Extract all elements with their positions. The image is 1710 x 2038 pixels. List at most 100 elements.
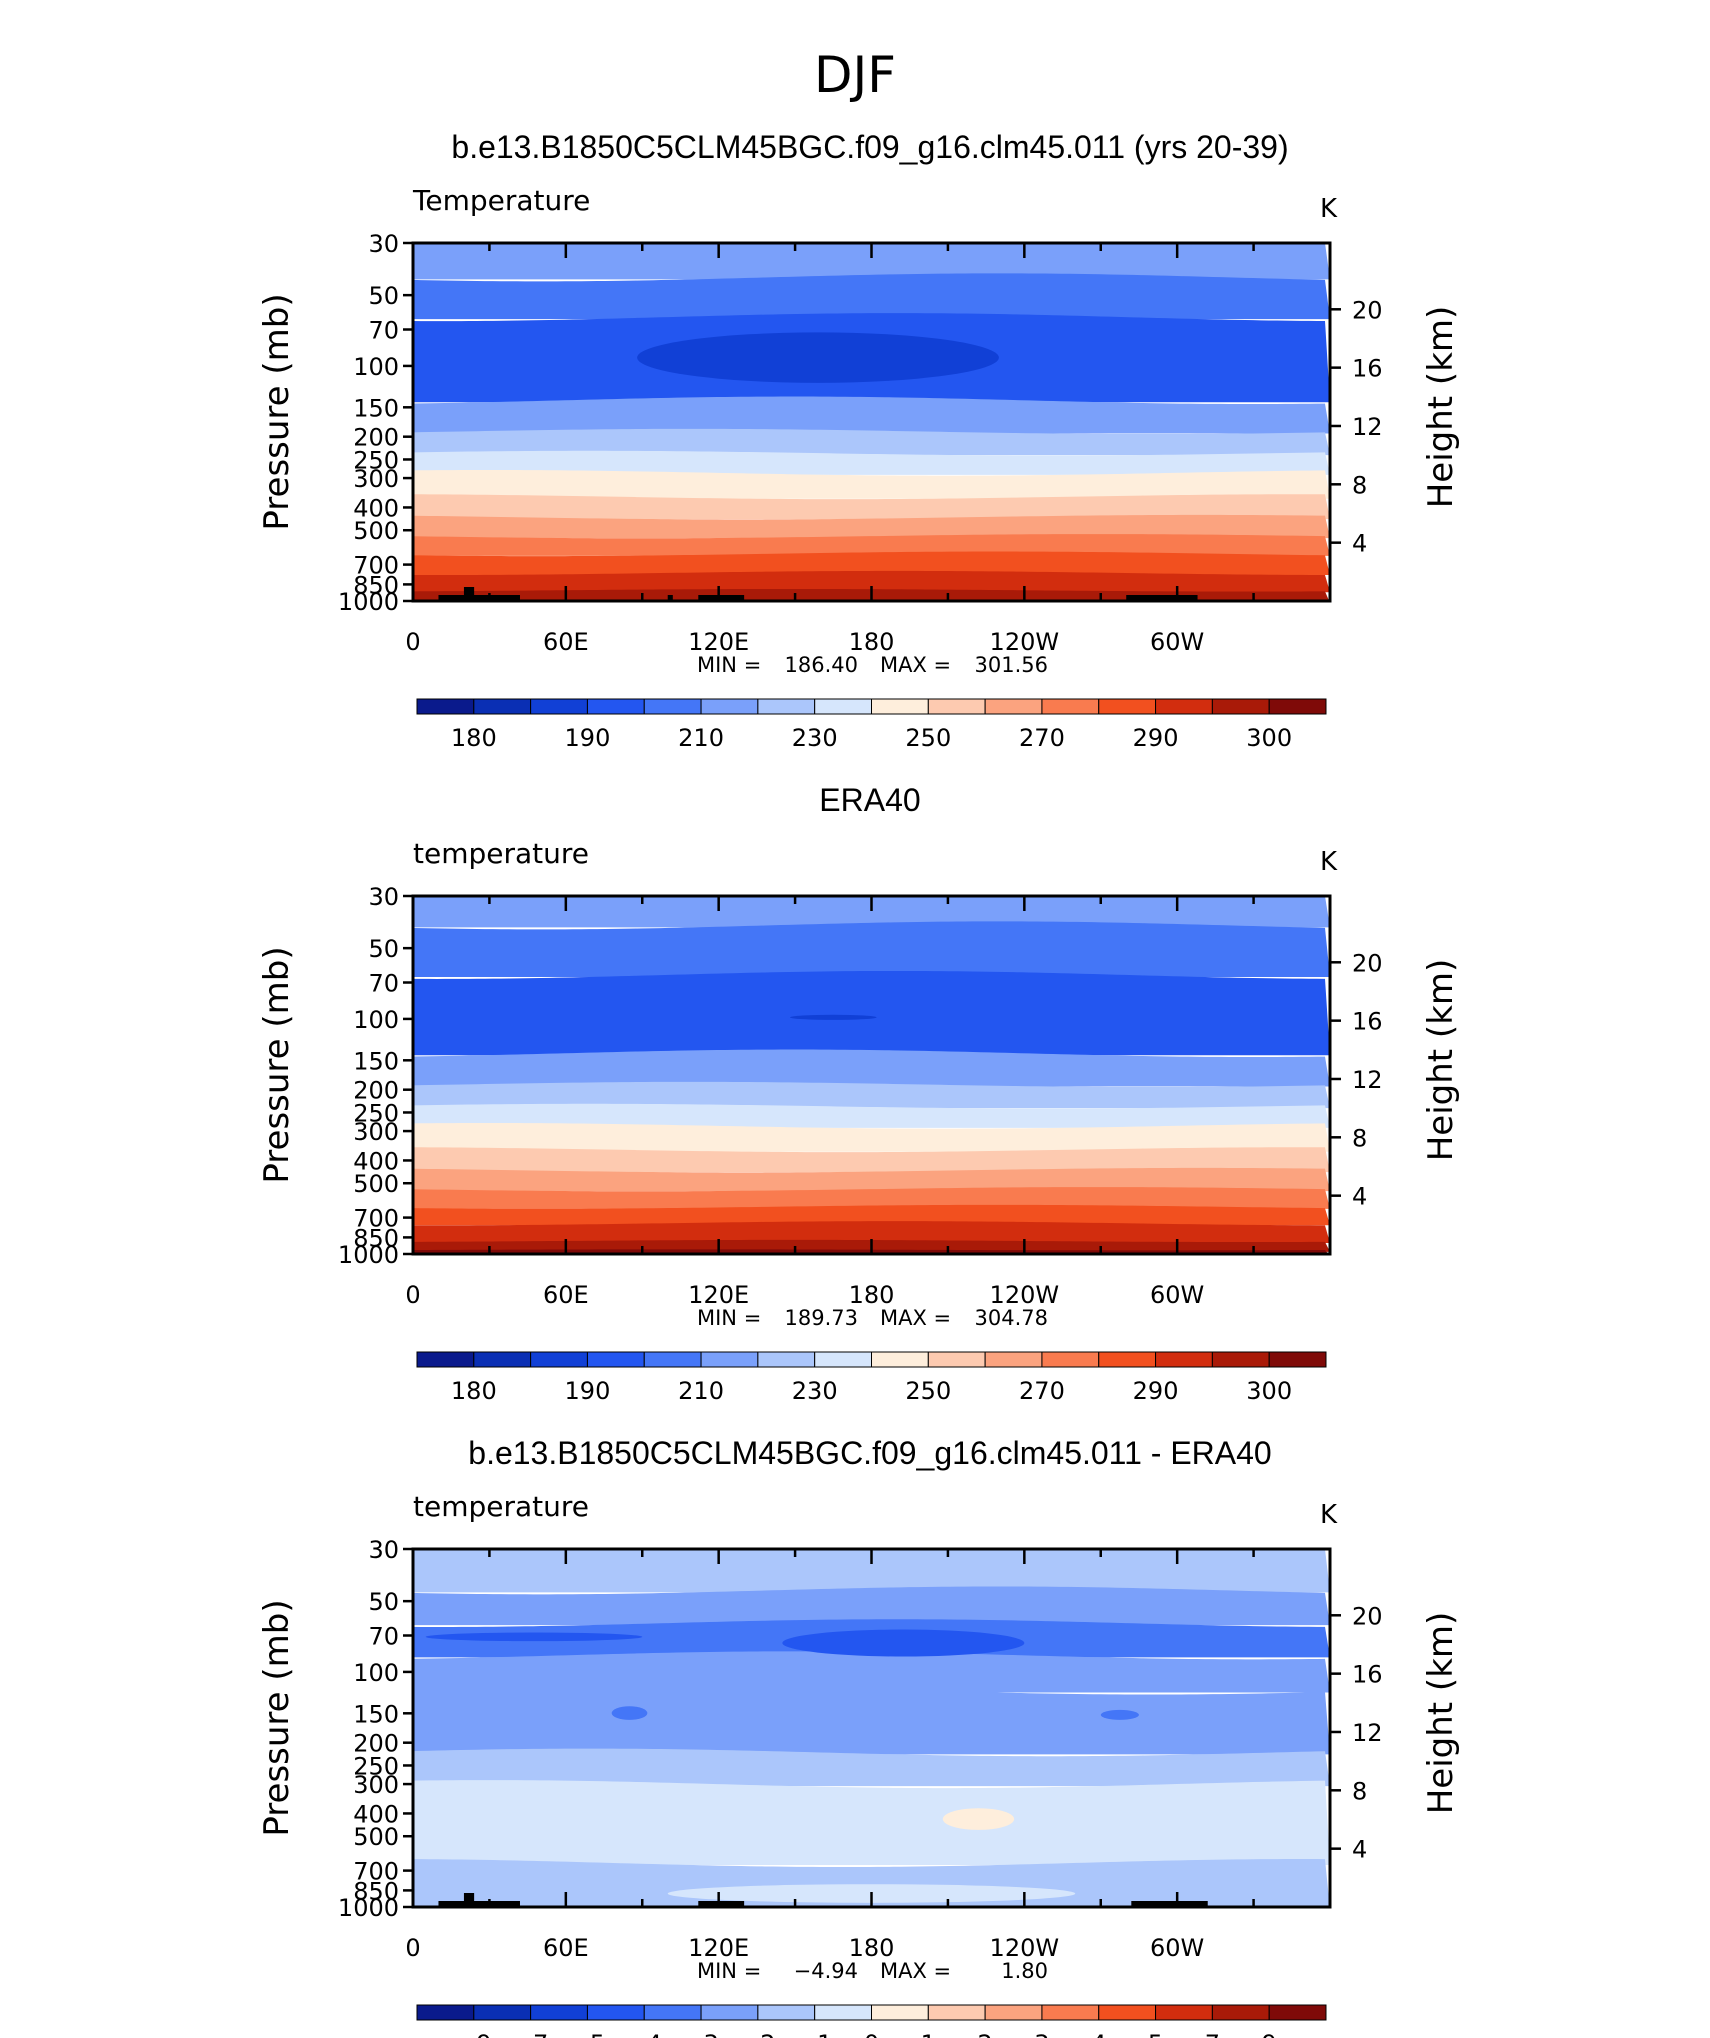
colorbar-box [984, 698, 1043, 715]
colorbar-box [473, 2004, 532, 2021]
contour-band [413, 534, 1330, 556]
pressure-tick-label: 300 [353, 1771, 399, 1799]
max-value: 304.78 [975, 1306, 1048, 1330]
colorbar-box [871, 698, 929, 715]
pressure-tick-label: 250 [353, 1099, 399, 1127]
contour-band [413, 551, 1330, 575]
left-string: Temperature [412, 184, 590, 217]
pressure-tick-label: 30 [368, 230, 399, 258]
colorbar-box [643, 698, 702, 715]
lon-tick-label: 120W [990, 628, 1060, 656]
colorbar-box [1211, 2004, 1270, 2021]
lon-tick-label: 180 [849, 1281, 895, 1309]
colorbar-label: 250 [905, 724, 951, 752]
colorbar-box [757, 1351, 816, 1368]
height-tick-label: 8 [1352, 1777, 1367, 1805]
ylabel-left: Pressure (mb) [257, 1599, 297, 1836]
pressure-tick-label: 150 [353, 394, 399, 422]
height-tick-label: 4 [1352, 530, 1367, 558]
ylabel-right: Height (km) [1421, 306, 1461, 509]
pressure-tick-label: 100 [353, 353, 399, 381]
colorbar-label: 3 [1034, 2030, 1049, 2038]
colorbar-box [1268, 698, 1327, 715]
colorbar-box [1041, 698, 1100, 715]
colorbar-box [757, 698, 816, 715]
contour-band [413, 1204, 1330, 1226]
ylabel-right: Height (km) [1421, 959, 1461, 1162]
contour-band [413, 1686, 1330, 1755]
contour-band [413, 570, 1330, 593]
contour-band [413, 1748, 1330, 1787]
contour-field [413, 1549, 1330, 1907]
height-tick-label: 8 [1352, 1124, 1367, 1152]
colorbar-box [1155, 698, 1213, 715]
colorbar-box [927, 1351, 986, 1368]
colorbar-label: −4 [627, 2030, 662, 2038]
max-label: MAX = [880, 1959, 951, 1983]
colorbar-box [927, 2004, 986, 2021]
colorbar-label: 9 [1262, 2030, 1277, 2038]
contour-field [413, 896, 1330, 1254]
contour-band [413, 1586, 1330, 1626]
contour-band [413, 1651, 1330, 1693]
colorbar-label: 1 [921, 2030, 936, 2038]
colorbar-label: 250 [905, 1377, 951, 1405]
topography-mask [698, 595, 745, 601]
colorbar-label: 2 [977, 2030, 992, 2038]
colorbar-box [416, 2004, 475, 2021]
colorbar-label: 210 [678, 724, 724, 752]
max-value: 1.80 [1001, 1959, 1048, 1983]
panel-title: b.e13.B1850C5CLM45BGC.f09_g16.clm45.011 … [451, 129, 1288, 165]
topography-mask [1131, 1901, 1208, 1907]
lon-tick-label: 120E [688, 1281, 749, 1309]
max-value: 301.56 [975, 653, 1048, 677]
pressure-tick-label: 1000 [338, 1241, 399, 1269]
colorbar-label: 290 [1133, 724, 1179, 752]
colorbar-box [416, 698, 475, 715]
ylabel-left: Pressure (mb) [257, 293, 297, 530]
pressure-tick-label: 150 [353, 1047, 399, 1075]
panel-3: b.e13.B1850C5CLM45BGC.f09_g16.clm45.011 … [257, 1435, 1461, 2038]
colorbar-box [1268, 2004, 1327, 2021]
colorbar-label: 7 [1205, 2030, 1220, 2038]
lon-tick-label: 180 [849, 1934, 895, 1962]
colorbar-box [643, 2004, 702, 2021]
min-label: MIN = [697, 653, 761, 677]
colorbar-box [1041, 1351, 1100, 1368]
contour-band [413, 1221, 1330, 1243]
contour-band [413, 1122, 1330, 1152]
pressure-tick-label: 100 [353, 1659, 399, 1687]
colorbar-box [1211, 698, 1270, 715]
colorbar-label: 230 [792, 724, 838, 752]
contour-band [413, 970, 1330, 1056]
pressure-tick-label: 700 [353, 1205, 399, 1233]
colorbar-box [416, 1351, 475, 1368]
pressure-tick-label: 700 [353, 1858, 399, 1886]
colorbar-box [700, 2004, 759, 2021]
pressure-tick-label: 50 [368, 1588, 399, 1616]
topography-mask [438, 1901, 520, 1907]
topography-mask [463, 1893, 475, 1903]
panel-title: b.e13.B1850C5CLM45BGC.f09_g16.clm45.011 … [468, 1435, 1271, 1471]
pressure-tick-label: 1000 [338, 588, 399, 616]
lon-tick-label: 120W [990, 1934, 1060, 1962]
lon-tick-label: 60W [1150, 1934, 1204, 1962]
height-tick-label: 20 [1352, 296, 1383, 324]
contour-band [413, 273, 1330, 320]
colorbar-box [1211, 1351, 1270, 1368]
min-label: MIN = [697, 1959, 761, 1983]
lon-tick-label: 0 [405, 628, 420, 656]
lon-tick-label: 180 [849, 628, 895, 656]
colorbar-label: 300 [1246, 724, 1292, 752]
height-tick-label: 16 [1352, 1008, 1383, 1036]
colorbar-label: 4 [1091, 2030, 1106, 2038]
pressure-tick-label: 100 [353, 1006, 399, 1034]
pressure-tick-label: 30 [368, 1536, 399, 1564]
height-tick-label: 20 [1352, 949, 1383, 977]
left-string: temperature [413, 1490, 589, 1523]
pressure-tick-label: 70 [368, 970, 399, 998]
ylabel-right: Height (km) [1421, 1612, 1461, 1815]
colorbar-label: −1 [797, 2030, 832, 2038]
colorbar-label: 270 [1019, 724, 1065, 752]
lon-tick-label: 60W [1150, 1281, 1204, 1309]
